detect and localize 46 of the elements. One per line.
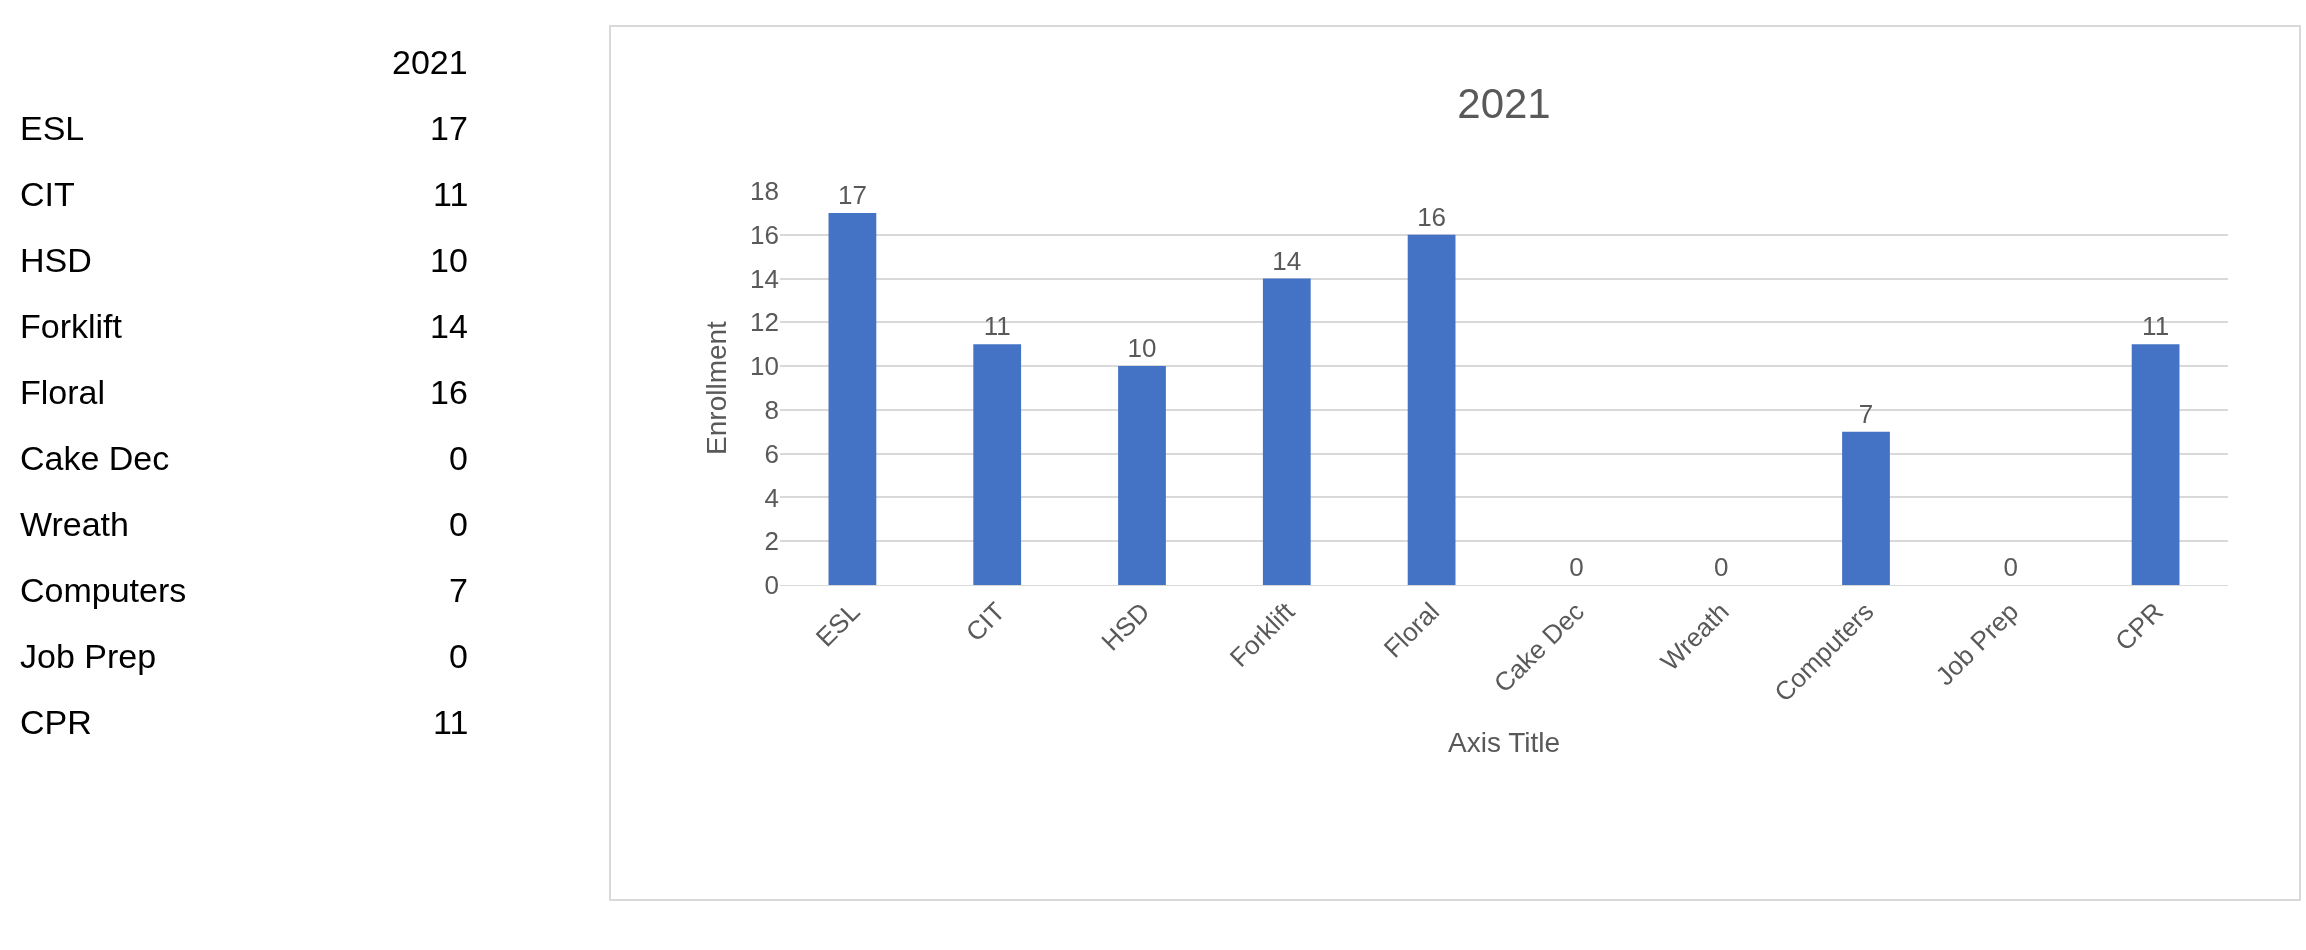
chart-title: 2021 (1457, 79, 1551, 127)
data-label: 0 (2003, 552, 2019, 582)
y-tick-label: 12 (750, 307, 779, 338)
y-tick-label: 6 (764, 438, 779, 469)
text: 7 (449, 571, 468, 609)
x-tick-label: ESL (809, 596, 866, 653)
text: 16 (430, 373, 468, 411)
category-label: CIT (20, 175, 75, 213)
y-tick-label: 0 (764, 570, 779, 601)
data-label: 0 (1713, 552, 1729, 582)
y-tick-label: 10 (750, 351, 779, 382)
category-label: Computers (20, 571, 187, 609)
data-label: 14 (1272, 245, 1302, 276)
data-label: 10 (1127, 333, 1157, 364)
category-label: HSD (20, 241, 92, 279)
y-tick-label: 2 (764, 526, 779, 557)
y-axis-title: Enrollment (700, 320, 732, 455)
y-tick-label: 14 (750, 263, 779, 294)
data-label: 7 (1858, 398, 1874, 429)
y-tick-label: 8 (764, 394, 779, 425)
category-label: Wreath (20, 505, 129, 543)
data-label: 11 (983, 311, 1011, 342)
text: 10 (430, 241, 468, 279)
chart-title: 2021 (392, 43, 468, 81)
category-label: Forklift (20, 307, 122, 345)
text: 0 (449, 439, 468, 477)
x-tick-label: CIT (959, 596, 1011, 648)
data-label: 0 (1569, 552, 1584, 582)
text: 11 (433, 175, 469, 213)
text: 0 (449, 505, 468, 543)
y-tick-label: 18 (750, 176, 779, 207)
text: 11 (433, 703, 469, 741)
x-axis-title: Axis Title (1447, 726, 1561, 758)
data-label: 11 (2142, 311, 2170, 342)
category-label: Floral (20, 373, 106, 411)
x-tick-label: CPR (2109, 596, 2170, 657)
text: 17 (430, 109, 468, 147)
data-label: 16 (1417, 201, 1447, 232)
y-tick-label: 16 (750, 219, 779, 250)
text: 0 (449, 637, 468, 675)
category-label: CPR (20, 703, 92, 741)
text: 14 (430, 307, 468, 345)
data-label: 17 (837, 179, 867, 210)
y-tick-label: 4 (764, 482, 779, 513)
category-label: Cake Dec (20, 439, 170, 477)
category-label: ESL (20, 109, 85, 147)
